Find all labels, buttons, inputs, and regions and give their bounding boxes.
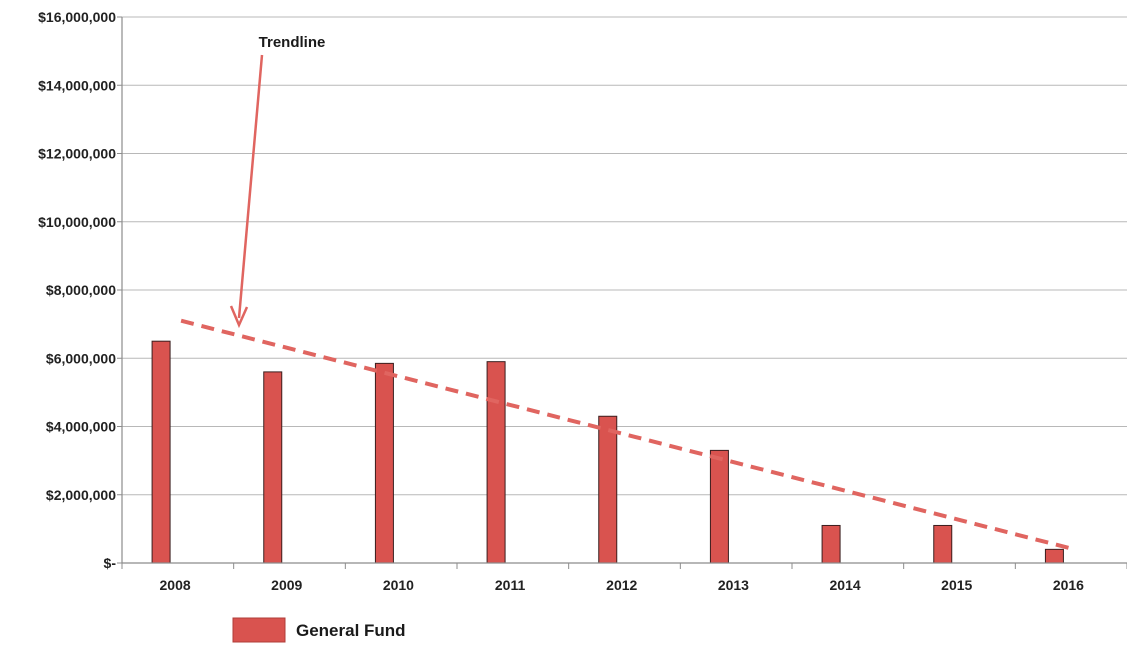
y-axis-tick-labels: $- $2,000,000 $4,000,000 $6,000,000 $8,000,0… <box>38 9 116 571</box>
y-tick-label: $6,000,000 <box>46 350 116 366</box>
x-tick-label: 2011 <box>495 577 526 593</box>
bar-general-fund-2010 <box>374 362 394 564</box>
trendline-annotation: Trendline <box>229 34 326 329</box>
y-tick-label: $14,000,000 <box>38 77 116 93</box>
y-tick-label: $12,000,000 <box>38 146 116 162</box>
axes <box>117 16 1127 569</box>
trendline <box>180 318 1075 552</box>
y-tick-label: $16,000,000 <box>38 9 116 25</box>
y-tick-label: $4,000,000 <box>46 419 116 435</box>
bar-general-fund-2013 <box>709 449 729 564</box>
bar-general-fund-2015 <box>933 524 953 564</box>
x-tick-label: 2016 <box>1053 577 1084 593</box>
trendline-annotation-label: Trendline <box>259 34 326 51</box>
x-tick-label: 2008 <box>160 577 191 593</box>
bar-general-fund-2009 <box>263 371 283 564</box>
legend: General Fund <box>232 617 406 643</box>
trendline-line <box>180 318 1075 552</box>
x-tick-label: 2010 <box>383 577 414 593</box>
bar-general-fund-2011 <box>486 361 506 564</box>
x-tick-label: 2015 <box>941 577 972 593</box>
bar-general-fund-2014 <box>821 524 841 564</box>
x-tick-label: 2009 <box>271 577 302 593</box>
x-tick-label: 2014 <box>830 577 861 593</box>
x-axis-tick-labels: 2008 2009 2010 2011 2012 2013 2014 2015 2016 <box>160 577 1085 593</box>
bar-general-fund-2008 <box>151 340 171 564</box>
bars <box>151 340 1064 564</box>
grid-lines <box>122 16 1127 496</box>
bar-general-fund-2012 <box>598 415 618 564</box>
x-tick-label: 2013 <box>718 577 749 593</box>
y-tick-label: $- <box>104 555 117 571</box>
y-tick-label: $10,000,000 <box>38 214 116 230</box>
trendline-annotation-arrow-head <box>229 305 249 329</box>
legend-swatch-general-fund <box>232 617 286 643</box>
x-tick-label: 2012 <box>606 577 637 593</box>
trendline-annotation-arrow-shaft <box>237 54 264 319</box>
y-tick-label: $2,000,000 <box>46 487 116 503</box>
bar-general-fund-2016 <box>1044 548 1064 564</box>
y-tick-label: $8,000,000 <box>46 282 116 298</box>
legend-label-general-fund: General Fund <box>296 621 406 640</box>
